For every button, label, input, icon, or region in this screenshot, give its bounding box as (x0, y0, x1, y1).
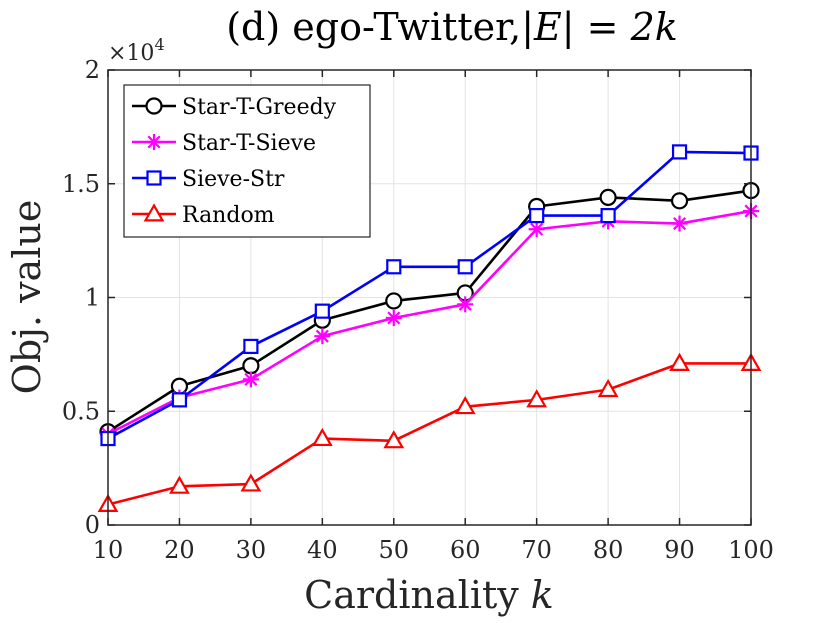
asterisk-stroke (315, 329, 329, 343)
asterisk-stroke (244, 372, 258, 386)
data-point (670, 192, 689, 210)
legend-entry: Star-T-Sieve (132, 131, 316, 156)
x-axis-label: Cardinality k (304, 573, 554, 617)
series-line (107, 189, 752, 433)
series-line (107, 150, 752, 440)
x-tick-label: 20 (164, 536, 195, 564)
x-tick-label: 10 (93, 536, 124, 564)
x-tick-label: 60 (450, 536, 481, 564)
legend-entry: Random (132, 203, 275, 228)
data-point (386, 259, 402, 275)
chart-title-math-rhs: 2k (630, 5, 678, 49)
y-tick-label: 0 (85, 511, 100, 539)
data-point (529, 208, 545, 224)
data-point (242, 371, 259, 388)
asterisk-stroke (673, 217, 687, 231)
data-point (240, 473, 262, 492)
data-point (599, 188, 617, 206)
asterisk-stroke (530, 222, 544, 236)
chart-title-math-eq: = (575, 5, 631, 49)
data-point (671, 144, 688, 160)
asterisk-stroke (147, 135, 161, 149)
series-sieve-str (100, 144, 759, 447)
series-line (107, 209, 752, 436)
axis-ticks: 10 20 30 40 50 60 70 80 90 100 0 0.5 1 1.5 2 (62, 56, 774, 564)
y-tick-label: 2 (85, 56, 100, 84)
series-layer (97, 144, 762, 512)
y-tick-label: 1 (85, 284, 100, 312)
legend-label: Sieve-Str (182, 167, 285, 192)
data-point (669, 352, 690, 371)
data-point (242, 357, 260, 375)
y-axis-label: Obj. value (5, 200, 49, 395)
legend-entry: Star-T-Greedy (132, 95, 337, 120)
data-point (314, 328, 331, 345)
chart-title-math-lhs: |E| (521, 5, 574, 49)
data-point (457, 296, 474, 313)
legend: Star-T-Greedy Star-T-Sieve Sieve-Str Random (123, 84, 371, 238)
legend-marker (143, 203, 165, 222)
data-point (311, 427, 333, 447)
series-line (107, 362, 751, 506)
x-tick-label: 80 (593, 536, 624, 564)
data-point (671, 215, 688, 232)
y-tick-label: 1.5 (62, 170, 100, 198)
data-point (600, 208, 616, 224)
asterisk-stroke (458, 297, 472, 311)
data-point (383, 430, 405, 449)
x-tick-label: 40 (307, 536, 338, 564)
legend-label: Random (182, 203, 275, 228)
x-tick-label: 30 (236, 536, 267, 564)
legend-box (123, 84, 371, 238)
chart-title-main: (d) ego-Twitter, (226, 5, 521, 49)
data-point (526, 389, 548, 408)
y-scale-exponent: ×104 (108, 35, 165, 66)
data-point (457, 259, 473, 275)
chart-title: (d) ego-Twitter,|E| = 2k (226, 5, 678, 49)
x-tick-label: 100 (728, 536, 774, 564)
y-tick-label: 0.5 (62, 397, 100, 425)
legend-entry: Sieve-Str (132, 167, 285, 192)
x-tick-label: 50 (379, 536, 410, 564)
asterisk-stroke (387, 311, 401, 325)
legend-label: Star-T-Sieve (182, 131, 316, 156)
data-point (314, 303, 330, 319)
data-point (385, 292, 403, 310)
legend-marker (146, 134, 162, 150)
data-point (454, 395, 476, 415)
data-point (171, 392, 188, 408)
data-point (528, 221, 545, 238)
legend-marker (146, 170, 162, 186)
data-point (243, 338, 259, 355)
x-tick-label: 90 (664, 536, 695, 564)
legend-marker (145, 97, 163, 115)
data-point (597, 378, 619, 398)
x-tick-label: 70 (521, 536, 552, 564)
legend-label: Star-T-Greedy (182, 95, 337, 120)
data-point (169, 475, 190, 494)
data-point (385, 309, 402, 326)
